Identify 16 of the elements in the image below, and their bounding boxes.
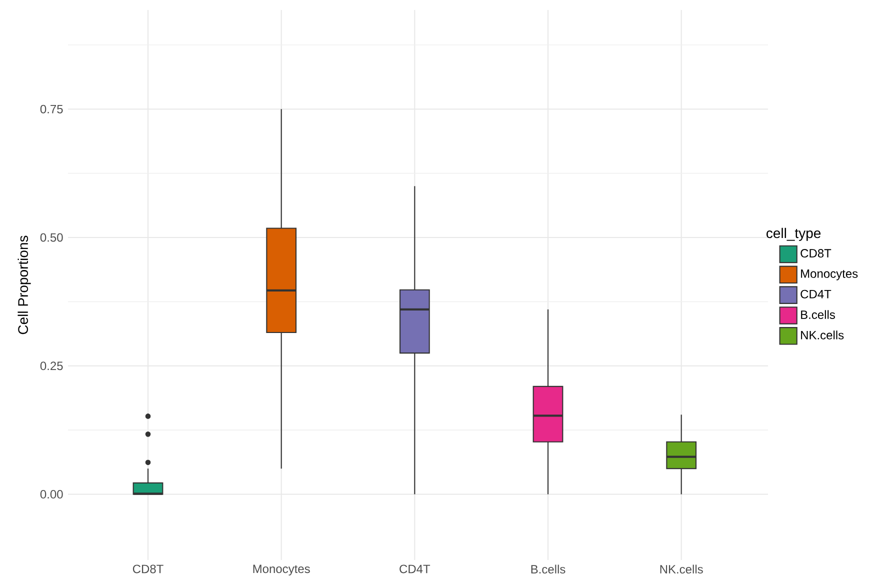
x-tick-label: Monocytes xyxy=(253,564,310,576)
x-tick-label: CD4T xyxy=(400,564,430,574)
legend-label: NK.cells xyxy=(801,330,844,340)
y-tick-label: 0.50 xyxy=(40,233,63,242)
legend-label: B.cells xyxy=(801,310,835,319)
x-tick-label: CD8T xyxy=(132,564,164,574)
y-tick-label: 0.75 xyxy=(40,104,63,114)
x-tick-label: B.cells xyxy=(531,564,566,574)
legend-label: CD8T xyxy=(800,249,832,258)
y-tick-label: 0.00 xyxy=(40,490,63,499)
legend-title: cell_type xyxy=(766,228,821,241)
legend-label: Monocytes xyxy=(801,270,858,280)
x-tick-label: NK.cells xyxy=(660,564,703,574)
y-tick-label: 0.25 xyxy=(40,362,63,370)
y-axis-title: Cell Proportions xyxy=(18,236,31,334)
legend-label: CD4T xyxy=(800,290,832,298)
